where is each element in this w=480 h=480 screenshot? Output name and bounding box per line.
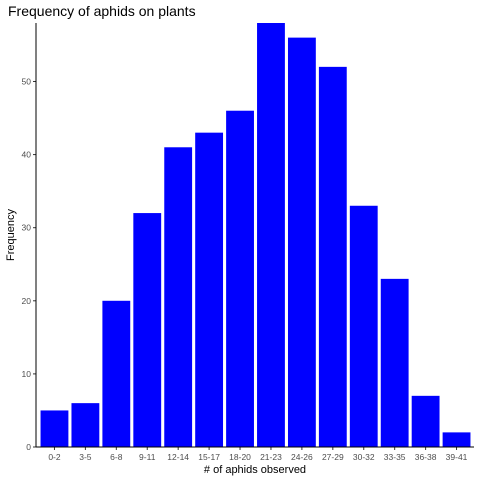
x-tick-label: 0-2: [48, 452, 61, 462]
y-axis-ticks: 0 10 20 30 40 50: [22, 76, 36, 452]
bar-27-29: [318, 66, 347, 448]
bar-15-17: [195, 132, 224, 447]
bar-12-14: [164, 147, 193, 447]
bar-9-11: [133, 213, 162, 447]
x-axis-ticks: 0-2 3-5 6-8 9-11 12-14 15-17 18-20 21-23 24-26 27…: [48, 447, 468, 462]
bar-24-26: [287, 37, 316, 448]
x-tick-label: 33-35: [384, 452, 406, 462]
x-tick-label: 9-11: [139, 452, 156, 462]
bar-33-35: [380, 278, 409, 447]
x-tick-label: 12-14: [167, 452, 189, 462]
chart-title: Frequency of aphids on plants: [8, 3, 196, 19]
x-tick-label: 30-32: [353, 452, 375, 462]
bar-21-23: [257, 23, 285, 447]
y-tick-label: 20: [22, 296, 32, 306]
x-tick-label: 3-5: [79, 452, 92, 462]
bar-0-2: [40, 410, 69, 447]
y-axis-label: Frequency: [5, 209, 17, 261]
x-tick-label: 36-38: [415, 452, 437, 462]
x-tick-label: 18-20: [229, 452, 251, 462]
x-tick-label: 39-41: [446, 452, 468, 462]
x-axis-label: # of aphids observed: [204, 464, 306, 476]
bar-18-20: [226, 110, 254, 447]
x-tick-label: 24-26: [291, 452, 313, 462]
y-tick-label: 10: [22, 369, 32, 379]
y-tick-label: 0: [26, 442, 31, 452]
bars-group: [40, 23, 471, 448]
bar-6-8: [102, 300, 131, 447]
y-tick-label: 30: [22, 223, 32, 233]
bar-3-5: [71, 403, 100, 447]
x-tick-label: 27-29: [322, 452, 344, 462]
bar-39-41: [442, 432, 471, 447]
y-tick-label: 50: [22, 76, 32, 86]
bar-36-38: [411, 395, 440, 447]
y-tick-label: 40: [22, 150, 32, 160]
x-tick-label: 6-8: [110, 452, 123, 462]
bar-30-32: [349, 205, 378, 447]
x-tick-label: 15-17: [198, 452, 220, 462]
x-tick-label: 21-23: [260, 452, 282, 462]
